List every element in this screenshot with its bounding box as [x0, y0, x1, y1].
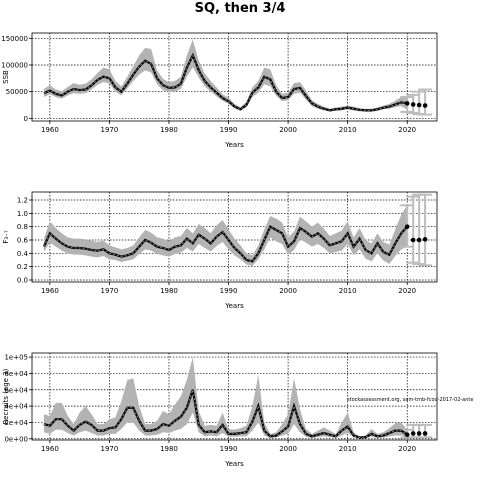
plot-frame — [31, 191, 438, 283]
plot-frame — [31, 32, 438, 122]
projection-point — [416, 102, 422, 108]
y-tick-label: 1e+05 — [4, 354, 28, 362]
x-tick-label: 1990 — [220, 126, 238, 134]
x-tick-label: 2000 — [279, 126, 297, 134]
x-tick-label: 1980 — [160, 126, 178, 134]
x-tick-label: 2010 — [339, 126, 357, 134]
projection-point — [422, 237, 428, 242]
x-tick-label: 1980 — [160, 445, 178, 453]
y-tick-label: 0.8 — [17, 223, 28, 231]
projection-error-bar — [406, 195, 421, 264]
y-tick-label: 2e+04 — [4, 419, 28, 427]
panel-ssb: 1960 1970 1980 1990 2000 2010 2020 0 50000 100000… — [1, 32, 438, 149]
y-tick-label: 1.0 — [17, 210, 28, 218]
projection-error-bar — [418, 193, 433, 267]
projection-point — [410, 237, 416, 243]
y-tick-label: 0.2 — [17, 263, 28, 271]
y-axis-label: F₃₋₇ — [2, 230, 10, 244]
x-tick-label: 2020 — [398, 445, 416, 453]
y-tick-label: 0.6 — [17, 237, 29, 245]
figure-title: SQ, then 3/4 — [195, 1, 286, 16]
x-axis-label: Years — [224, 141, 244, 149]
confidence-band — [43, 357, 408, 439]
projection-point — [404, 101, 410, 106]
projection-point — [422, 103, 428, 108]
x-tick-label: 1960 — [41, 445, 59, 453]
projection-point — [410, 431, 416, 436]
x-tick-label: 1990 — [220, 287, 238, 295]
y-tick-label: 8e+04 — [4, 370, 28, 378]
projection-error-bar — [418, 88, 433, 116]
y-tick-label: 1.2 — [17, 197, 28, 205]
x-tick-label: 2010 — [339, 445, 357, 453]
y-tick-label: 0 — [24, 115, 28, 123]
projection-point — [404, 432, 410, 437]
y-tick-label: 100000 — [1, 62, 28, 70]
projection-point — [416, 431, 422, 436]
y-tick-label: 0.0 — [17, 277, 28, 285]
x-tick-label: 1960 — [41, 287, 59, 295]
panel-fishing-mortality: 1960 1970 1980 1990 2000 2010 2020 0.0 0.2 0.4 0.6… — [2, 191, 438, 310]
x-axis-label: Years — [224, 302, 244, 310]
y-tick-label: 150000 — [1, 35, 28, 43]
projection-point — [404, 224, 410, 229]
x-axis-label: Years — [224, 460, 244, 468]
estimate-line-dash — [43, 54, 408, 111]
source-annotation: stockassessment.org, sam-tmb-fcod-2017-0… — [347, 397, 473, 403]
projection-point — [416, 237, 422, 243]
y-tick-label: 50000 — [6, 88, 28, 96]
x-tick-label: 1970 — [101, 287, 119, 295]
x-tick-label: 2010 — [339, 287, 357, 295]
y-tick-label: 0e+00 — [4, 435, 28, 443]
y-tick-label: 4e+04 — [4, 403, 28, 411]
x-tick-label: 1970 — [101, 126, 119, 134]
y-axis-label: Recruits (age 3) — [2, 368, 10, 424]
estimate-line — [43, 389, 408, 439]
x-tick-label: 1990 — [220, 445, 238, 453]
x-tick-label: 2020 — [398, 126, 416, 134]
confidence-band — [43, 39, 408, 112]
x-tick-label: 2000 — [279, 287, 297, 295]
y-tick-label: 0.4 — [17, 250, 29, 258]
x-tick-label: 1970 — [101, 445, 119, 453]
panel-recruitment: 1960 1970 1980 1990 2000 2010 2020 0e+00 2e+04 4e… — [2, 352, 473, 468]
x-tick-label: 2000 — [279, 445, 297, 453]
x-tick-label: 2020 — [398, 287, 416, 295]
y-tick-label: 6e+04 — [4, 386, 28, 394]
y-axis-label: SSB — [2, 70, 10, 84]
x-tick-label: 1960 — [41, 126, 59, 134]
x-tick-label: 1980 — [160, 287, 178, 295]
plot-frame — [31, 352, 438, 441]
estimate-line-dash — [43, 226, 408, 262]
projection-point — [422, 431, 428, 436]
projection-point — [410, 102, 416, 107]
